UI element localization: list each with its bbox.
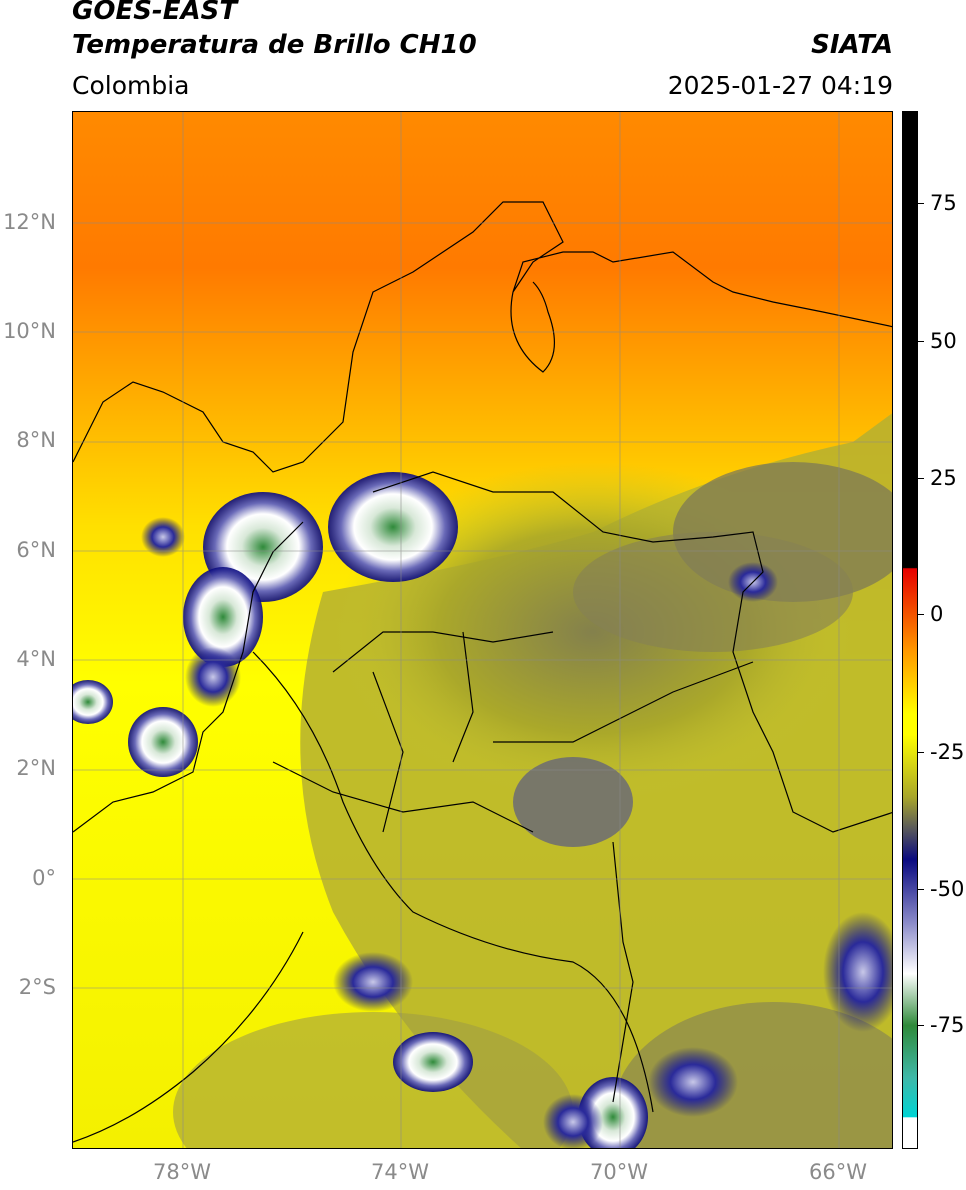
colorbar-tick — [918, 889, 924, 890]
colorbar-tick — [918, 752, 924, 753]
lon-label-66w: 66°W — [809, 1160, 867, 1184]
colorbar-label-neg50: -50 — [930, 877, 965, 901]
title-line-1: GOES-EAST — [72, 0, 238, 26]
colorbar-label-50: 50 — [930, 329, 957, 353]
cloud-field-layer — [173, 413, 892, 1148]
region-label: Colombia — [72, 71, 190, 100]
brightness-temperature-map — [73, 112, 892, 1148]
lat-label-8n: 8°N — [16, 428, 56, 452]
colorbar-label-75: 75 — [930, 191, 957, 215]
gridlines — [73, 112, 892, 1148]
lat-label-12n: 12°N — [3, 210, 56, 234]
colorbar-tick — [918, 478, 924, 479]
lon-label-70w: 70°W — [590, 1160, 648, 1184]
colorbar-label-0: 0 — [930, 602, 944, 626]
colorbar-tick — [918, 1025, 924, 1026]
title-line-2: Temperatura de Brillo CH10 — [72, 30, 477, 60]
lon-label-74w: 74°W — [371, 1160, 429, 1184]
lat-label-4n: 4°N — [16, 647, 56, 671]
timestamp-label: 2025-01-27 04:19 — [667, 71, 893, 100]
storm-cells — [73, 472, 892, 1148]
colorbar-label-25: 25 — [930, 466, 957, 490]
colorbar — [902, 111, 918, 1149]
colorbar-label-neg25: -25 — [930, 740, 965, 764]
colorbar-tick — [918, 614, 924, 615]
colorbar-tick — [918, 341, 924, 342]
lat-label-2s: 2°S — [18, 975, 56, 999]
colorbar-label-neg75: -75 — [930, 1013, 965, 1037]
lat-label-10n: 10°N — [3, 319, 56, 343]
lat-label-equator: 0° — [32, 866, 56, 890]
colorbar-tick — [918, 203, 924, 204]
brand-label: SIATA — [811, 30, 893, 60]
map-panel — [72, 111, 893, 1149]
lat-label-6n: 6°N — [16, 538, 56, 562]
lat-label-2n: 2°N — [16, 756, 56, 780]
colorbar-gradient — [903, 112, 917, 1148]
lon-label-78w: 78°W — [153, 1160, 211, 1184]
borders-layer — [73, 201, 892, 1143]
